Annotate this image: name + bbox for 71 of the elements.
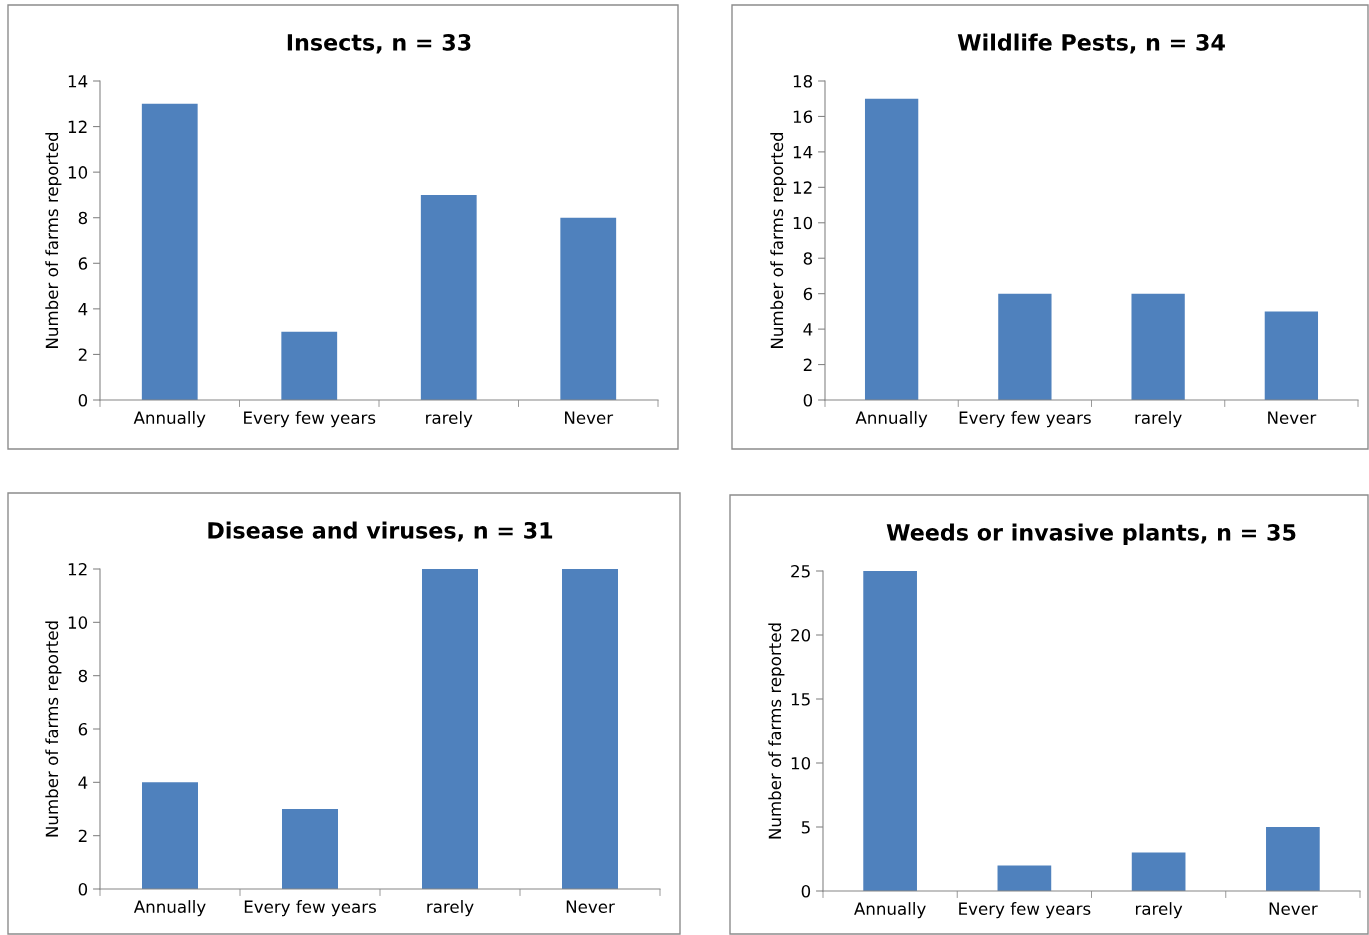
bar xyxy=(422,569,478,889)
y-tick-label: 12 xyxy=(68,120,87,133)
y-tick-label: 2 xyxy=(78,348,87,361)
y-axis-title: Number of farms reported xyxy=(768,623,785,839)
y-tick-label: 10 xyxy=(68,616,88,629)
y-tick-label: 0 xyxy=(803,393,813,407)
y-tick-label: 18 xyxy=(793,74,813,88)
x-tick-label: Every few years xyxy=(959,411,1091,428)
chart-title: Weeds or invasive plants, n = 35 xyxy=(886,523,1296,546)
bar xyxy=(864,98,919,400)
y-tick-label: 4 xyxy=(78,303,88,316)
bar xyxy=(1264,311,1319,400)
y-tick-label: 6 xyxy=(803,287,813,301)
y-tick-label: 0 xyxy=(801,884,811,898)
y-tick-label: 8 xyxy=(78,211,88,225)
y-tick-label: 14 xyxy=(793,146,813,159)
bar xyxy=(282,809,338,889)
y-tick-label: 10 xyxy=(791,756,811,770)
y-tick-label: 2 xyxy=(78,829,87,842)
y-axis-title: Number of farms reported xyxy=(770,132,787,348)
bar xyxy=(1131,852,1186,891)
y-tick-label: 8 xyxy=(78,669,88,683)
y-axis-title: Number of farms reported xyxy=(45,132,62,348)
y-tick-label: 10 xyxy=(793,216,813,230)
y-tick-label: 0 xyxy=(78,393,88,407)
y-tick-label: 8 xyxy=(803,252,813,265)
y-tick-label: 4 xyxy=(803,323,813,336)
x-tick-label: Never xyxy=(566,900,615,914)
bar xyxy=(281,331,338,400)
y-tick-label: 4 xyxy=(78,776,88,789)
bar xyxy=(1266,827,1320,891)
bar xyxy=(863,571,917,891)
y-tick-label: 5 xyxy=(801,821,810,834)
y-tick-label: 6 xyxy=(78,722,88,736)
y-tick-label: 0 xyxy=(78,882,88,896)
y-tick-label: 12 xyxy=(68,562,87,576)
x-tick-label: rarely xyxy=(1135,411,1182,428)
x-tick-label: rarely xyxy=(427,900,474,917)
bar xyxy=(1131,293,1185,400)
x-tick-label: Never xyxy=(1268,411,1317,425)
y-tick-label: 16 xyxy=(793,110,813,124)
x-tick-label: Annually xyxy=(854,902,926,919)
y-tick-label: 2 xyxy=(803,358,812,371)
x-tick-label: rarely xyxy=(1135,902,1183,919)
chart-title: Insects, n = 33 xyxy=(287,33,471,54)
x-tick-label: Never xyxy=(1269,902,1318,916)
bar xyxy=(998,293,1052,400)
bar xyxy=(997,865,1052,891)
bar xyxy=(562,569,618,889)
y-tick-label: 6 xyxy=(78,257,88,270)
y-tick-label: 15 xyxy=(791,693,810,706)
y-tick-label: 12 xyxy=(793,181,812,194)
y-tick-label: 20 xyxy=(791,628,811,642)
x-tick-label: Every few years xyxy=(959,902,1091,919)
x-tick-label: Annually xyxy=(133,900,206,917)
x-tick-label: Every few years xyxy=(244,411,376,428)
bar xyxy=(560,217,617,400)
x-tick-label: Never xyxy=(565,411,614,425)
bar xyxy=(141,103,198,400)
bar xyxy=(142,782,198,889)
y-tick-label: 25 xyxy=(791,564,810,578)
y-tick-label: 10 xyxy=(68,166,88,179)
x-tick-label: rarely xyxy=(426,411,473,428)
y-tick-label: 14 xyxy=(68,75,88,88)
x-tick-label: Annually xyxy=(855,411,928,428)
x-tick-label: Every few years xyxy=(244,900,376,917)
chart-title: Wildlife Pests, n = 34 xyxy=(957,33,1225,54)
y-axis-title: Number of farms reported xyxy=(45,621,62,837)
x-tick-label: Annually xyxy=(133,411,206,428)
chart-title: Disease and viruses, n = 31 xyxy=(208,521,553,542)
bar xyxy=(420,194,477,400)
